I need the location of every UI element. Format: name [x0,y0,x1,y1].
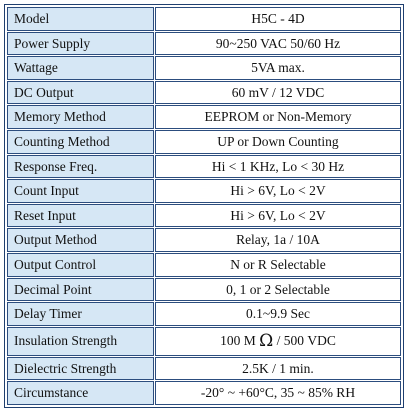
table-row: Decimal Point 0, 1 or 2 Selectable [7,277,401,302]
table-row: Memory Method EEPROM or Non-Memory [7,105,401,129]
row-value: UP or Down Counting [155,129,401,154]
row-label: Memory Method [7,105,154,129]
row-label: Output Method [7,228,154,252]
row-label: Counting Method [7,129,154,154]
spec-table-frame: Model H5C - 4D Power Supply 90~250 VAC 5… [4,4,404,408]
value-prefix: 100 M [220,332,260,348]
row-value: 2.5K / 1 min. [155,356,401,381]
row-value: 0, 1 or 2 Selectable [155,277,401,302]
table-row: Dielectric Strength 2.5K / 1 min. [7,356,401,381]
row-label: Dielectric Strength [7,356,154,381]
row-value: Hi < 1 KHz, Lo < 30 Hz [155,154,401,179]
row-value: 60 mV / 12 VDC [155,80,401,105]
row-label: Circumstance [7,381,154,405]
table-row: Response Freq. Hi < 1 KHz, Lo < 30 Hz [7,154,401,179]
row-label: Power Supply [7,31,154,56]
value-suffix: / 500 VDC [273,332,336,348]
row-label: Delay Timer [7,302,154,326]
table-row: Output Method Relay, 1a / 10A [7,228,401,252]
row-label: Decimal Point [7,277,154,302]
row-value: Hi > 6V, Lo < 2V [155,179,401,203]
row-label: Wattage [7,56,154,80]
table-row: Count Input Hi > 6V, Lo < 2V [7,179,401,203]
table-row: Wattage 5VA max. [7,56,401,80]
table-row: Counting Method UP or Down Counting [7,129,401,154]
row-value: 5VA max. [155,56,401,80]
row-label: Response Freq. [7,154,154,179]
row-value: -20° ~ +60°C, 35 ~ 85% RH [155,381,401,405]
row-label: Model [7,7,154,31]
row-value: H5C - 4D [155,7,401,31]
row-value: Relay, 1a / 10A [155,228,401,252]
table-row: Power Supply 90~250 VAC 50/60 Hz [7,31,401,56]
row-value: Hi > 6V, Lo < 2V [155,203,401,228]
row-value: 90~250 VAC 50/60 Hz [155,31,401,56]
ohm-symbol: Ω [259,330,274,351]
table-row: Circumstance -20° ~ +60°C, 35 ~ 85% RH [7,381,401,405]
row-value: N or R Selectable [155,252,401,277]
table-row: Output Control N or R Selectable [7,252,401,277]
table-row: DC Output 60 mV / 12 VDC [7,80,401,105]
spec-table: Model H5C - 4D Power Supply 90~250 VAC 5… [6,6,402,406]
row-value: 100 M Ω / 500 VDC [155,326,401,356]
row-label: Reset Input [7,203,154,228]
row-label: Count Input [7,179,154,203]
table-row: Delay Timer 0.1~9.9 Sec [7,302,401,326]
row-value: 0.1~9.9 Sec [155,302,401,326]
table-row: Model H5C - 4D [7,7,401,31]
row-label: Insulation Strength [7,326,154,356]
table-row: Insulation Strength 100 M Ω / 500 VDC [7,326,401,356]
row-label: Output Control [7,252,154,277]
row-value: EEPROM or Non-Memory [155,105,401,129]
table-row: Reset Input Hi > 6V, Lo < 2V [7,203,401,228]
row-label: DC Output [7,80,154,105]
